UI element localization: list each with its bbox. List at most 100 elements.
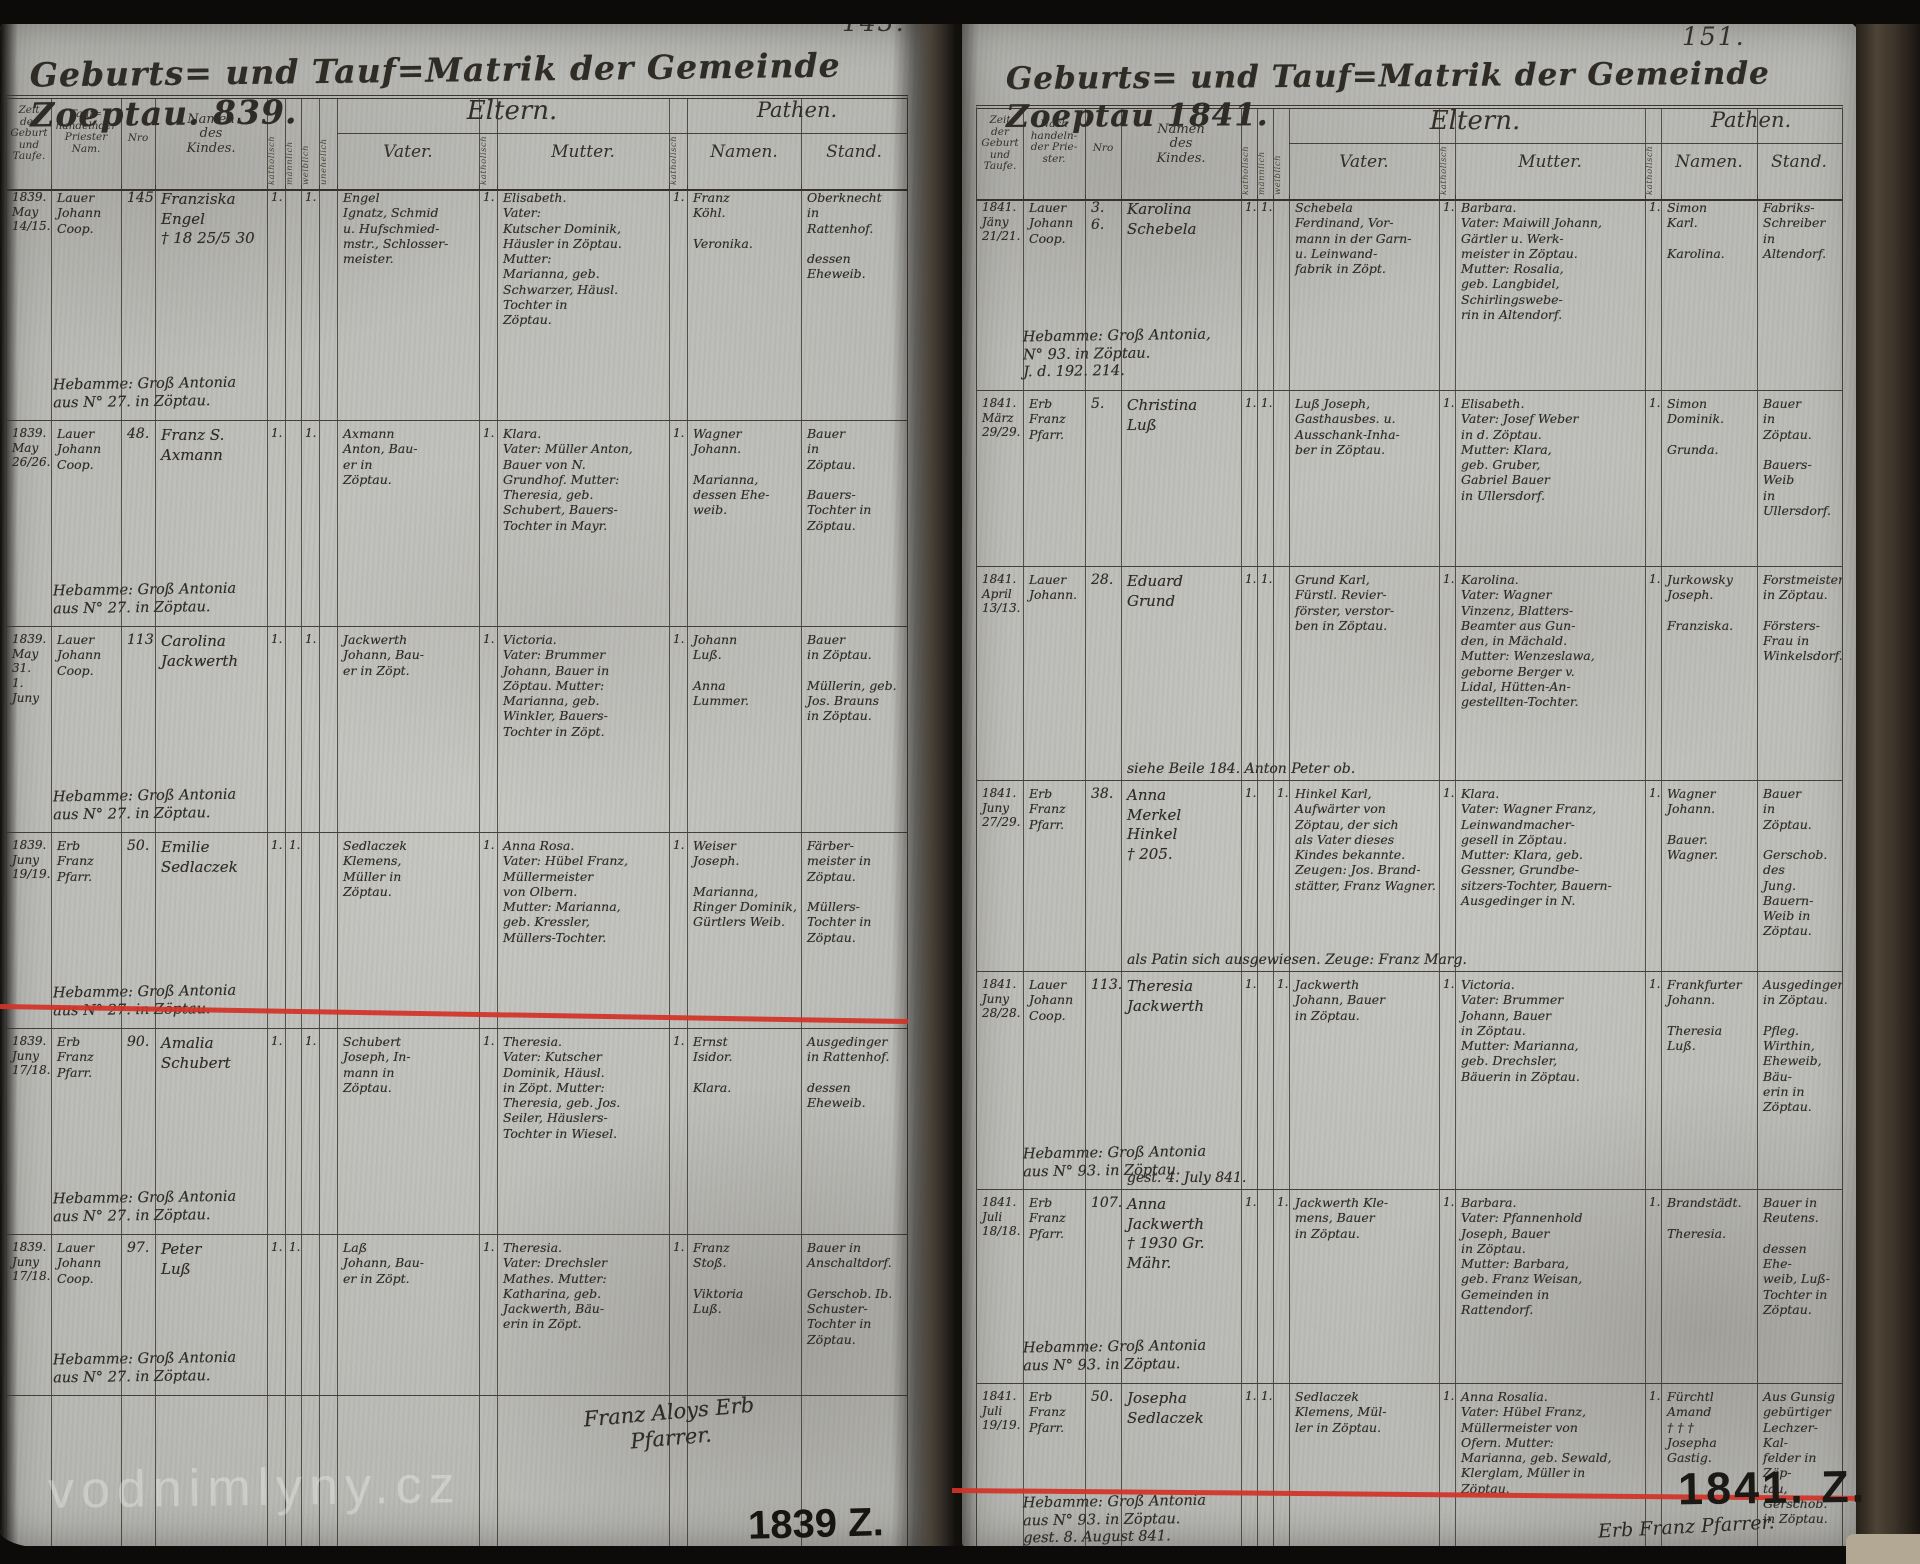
mark-father-religion: 1.	[479, 421, 497, 626]
col-header-vater: Vater.	[1339, 152, 1389, 172]
register-entry-row: 1841. April 13/13. Lauer Johann. 28. Edu…	[977, 566, 1842, 780]
mark-mother-religion	[669, 1396, 687, 1548]
entry-godparent-stand: Bauer in Zöptau. Müllerin, geb. Jos. Bra…	[801, 627, 907, 832]
entry-godparent-stand: Bauer in Zöptau. Gerschob. des Jung. Bau…	[1757, 781, 1842, 971]
entry-godparent-names: Ernst Isidor. Klara.	[687, 1029, 801, 1234]
mark-female	[1273, 1384, 1289, 1548]
register-entry-row: 1839. Juny 19/19. Erb Franz Pfarr. 50. E…	[7, 832, 907, 1028]
entry-mother: Elisabeth. Vater: Josef Weber in d. Zöpt…	[1455, 391, 1645, 566]
entry-date: 1841. Juny 27/29.	[982, 786, 1021, 830]
entry-father: Grund Karl, Fürstl. Revier- förster, ver…	[1289, 567, 1439, 780]
mark-female: 1.	[301, 627, 319, 832]
entry-date: 1841. Juli 18/18.	[982, 1195, 1021, 1239]
entry-number: 38.	[1085, 781, 1121, 971]
entry-number	[121, 1396, 155, 1548]
entry-mother: Barbara. Vater: Pfannenhold Joseph, Baue…	[1455, 1190, 1645, 1383]
entry-mother: Karolina. Vater: Wagner Vinzenz, Blatter…	[1455, 567, 1645, 780]
register-entry-row: 1839. Juny 17/18. Erb Franz Pfarr. 90. A…	[7, 1028, 907, 1234]
entry-number: 28.	[1085, 567, 1121, 780]
mark-father-religion: 1.	[1439, 567, 1455, 780]
table-corner-patch	[1846, 1534, 1920, 1564]
entry-mother: Barbara. Vater: Maiwill Johann, Gärtler …	[1455, 195, 1645, 390]
entry-date: 1839. May 31. 1. Juny	[12, 632, 47, 705]
mark-mother-religion: 1.	[1645, 391, 1661, 566]
entry-priest: Lauer Johann.	[1023, 567, 1085, 780]
col-header-priester: Tauf= handelnder Priester Nam.	[55, 108, 117, 155]
book-spine-gutter	[892, 0, 978, 1564]
entry-mother: Theresia. Vater: Drechsler Mathes. Mutte…	[497, 1235, 669, 1395]
archive-label-1839: 1839 Z.	[747, 1500, 885, 1548]
mark-father-religion: 1.	[1439, 781, 1455, 971]
mark-female: 1.	[1273, 972, 1289, 1189]
entry-priest: Lauer Johann Coop.	[51, 421, 121, 626]
entry-godparent-stand	[801, 1396, 907, 1548]
entry-father: Axmann Anton, Bau- er in Zöptau.	[337, 421, 479, 626]
entry-date: 1841. Juli 19/19.	[982, 1389, 1021, 1433]
entry-date: 1839. Juny 17/18.	[12, 1034, 51, 1078]
group-header-pathen: Pathen.	[756, 98, 838, 122]
entry-mother	[497, 1396, 669, 1548]
entry-godparent-names: Weiser Joseph. Marianna, Ringer Dominik,…	[687, 833, 801, 1028]
mark-female	[1273, 391, 1289, 566]
col-header-zeit: Zeit der Geburt und Taufe.	[981, 114, 1019, 173]
entry-father: Sedlaczek Klemens, Müller in Zöptau.	[337, 833, 479, 1028]
mark-mother-religion: 1.	[669, 421, 687, 626]
mark-female	[301, 1396, 319, 1548]
entry-godparent-names: Wagner Johann. Bauer. Wagner.	[1661, 781, 1757, 971]
register-entry-row: 1839. May 31. 1. Juny Lauer Johann Coop.…	[7, 626, 907, 832]
entry-number: 113.	[121, 627, 155, 832]
entry-child-name: Anna Merkel Hinkel † 205.	[1121, 781, 1241, 971]
entry-priest: Lauer Johann Coop.	[51, 185, 121, 420]
mark-legitimate	[319, 1235, 337, 1395]
entry-priest: Lauer Johann Coop.	[51, 1235, 121, 1395]
entry-godparent-stand: Fabriks- Schreiber in Altendorf.	[1757, 195, 1842, 390]
entry-number: 107.	[1085, 1190, 1121, 1383]
mark-female	[301, 833, 319, 1028]
register-entry-row	[7, 1395, 907, 1548]
register-entry-row: 1841. Juli 18/18. Erb Franz Pfarr. 107. …	[977, 1189, 1842, 1383]
mark-religion: 1.	[267, 833, 285, 1028]
entry-godparent-names: Jurkowsky Joseph. Franziska.	[1661, 567, 1757, 780]
mark-father-religion: 1.	[479, 1029, 497, 1234]
entry-priest	[51, 1396, 121, 1548]
col-header-kind: Namen des Kindes.	[1156, 122, 1206, 166]
mark-mother-religion: 1.	[1645, 781, 1661, 971]
mark-religion: 1.	[1241, 781, 1257, 971]
entry-date: 1839. Juny 19/19.	[12, 838, 51, 882]
entry-priest: Erb Franz Pfarr.	[1023, 391, 1085, 566]
left-table-header: Zeit der Geburt und Taufe. Tauf= handeln…	[6, 95, 908, 191]
register-entry-row: 1841. Jäny 21/21. Lauer Johann Coop. 3. …	[977, 195, 1842, 390]
book-edge-right	[1856, 0, 1920, 1564]
mark-mother-religion: 1.	[1645, 1190, 1661, 1383]
entry-godparent-stand: Färber- meister in Zöptau. Müllers- Toch…	[801, 833, 907, 1028]
entry-child-name: Josepha Sedlaczek	[1121, 1384, 1241, 1548]
entry-child-name: Theresia Jackwerth	[1121, 972, 1241, 1189]
entry-godparent-stand: Ausgedinger in Rattenhof. dessen Eheweib…	[801, 1029, 907, 1234]
col-header-zeit: Zeit der Geburt und Taufe.	[10, 104, 48, 163]
entry-date: 1839. May 14/15.	[12, 190, 51, 234]
mark-religion: 1.	[267, 185, 285, 420]
entry-number: 145.	[121, 185, 155, 420]
entry-child-name: Christina Luß	[1121, 391, 1241, 566]
group-header-eltern: Eltern.	[466, 96, 558, 126]
mark-female: 1.	[301, 421, 319, 626]
margin-note: als Patin sich ausgewiesen. Zeuge: Franz…	[1127, 951, 1467, 968]
mark-religion	[267, 1396, 285, 1548]
group-header-pathen: Pathen.	[1710, 108, 1792, 132]
mark-female: 1.	[301, 1029, 319, 1234]
entry-priest: Lauer Johann Coop.	[51, 627, 121, 832]
col-header-pathen-namen: Namen.	[710, 142, 778, 162]
mark-religion: 1.	[267, 1029, 285, 1234]
scan-top-edge	[0, 0, 1920, 24]
mark-female: 1.	[1273, 1190, 1289, 1383]
col-header-pathen-stand: Stand.	[826, 142, 882, 162]
entry-father: Jackwerth Johann, Bauer in Zöptau.	[1289, 972, 1439, 1189]
entry-priest: Erb Franz Pfarr.	[51, 1029, 121, 1234]
mark-legitimate	[319, 833, 337, 1028]
eltern-underline	[337, 133, 907, 135]
entry-child-name: Eduard Grund	[1121, 567, 1241, 780]
entry-father: Jackwerth Johann, Bau- er in Zöpt.	[337, 627, 479, 832]
mark-father-religion: 1.	[1439, 195, 1455, 390]
mark-religion: 1.	[267, 421, 285, 626]
mark-female: 1.	[1273, 781, 1289, 971]
